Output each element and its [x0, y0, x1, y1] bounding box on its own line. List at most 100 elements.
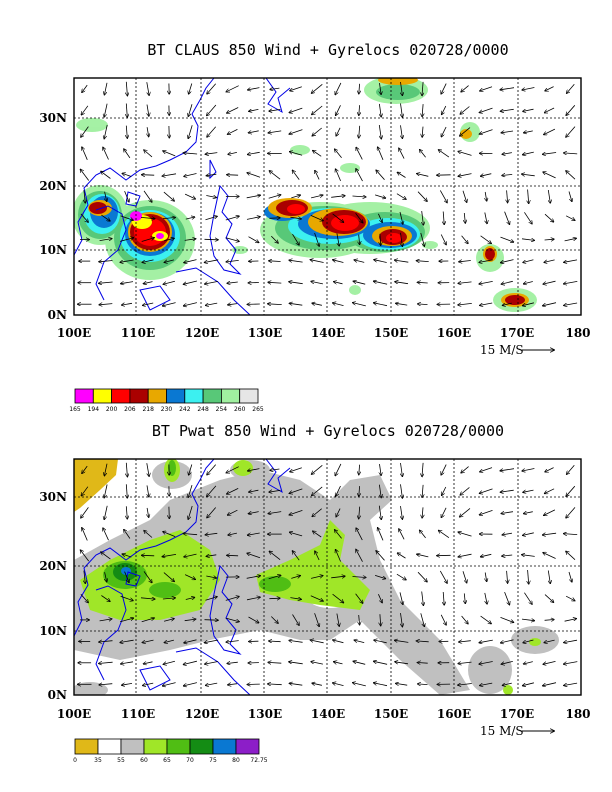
wind-vector: [479, 510, 493, 515]
wind-vector: [124, 190, 129, 202]
wind-vector: [464, 593, 465, 603]
wind-vector: [565, 215, 575, 221]
p1-ylabel-0: 0N: [48, 308, 67, 322]
wind-vector: [228, 152, 237, 154]
colorbar-swatch: [184, 388, 204, 404]
p1-xlabel-160: 160E: [437, 326, 471, 340]
wind-vector: [271, 616, 278, 624]
wind-vector: [207, 464, 217, 475]
wind-vector: [207, 507, 217, 518]
wind-vector: [544, 259, 555, 263]
p2-xlabel-120: 120E: [185, 707, 219, 721]
wind-vector: [81, 105, 89, 115]
wind-vector: [459, 261, 471, 262]
colorbar-label: 80: [232, 757, 240, 764]
wind-vector: [524, 512, 533, 514]
wind-vector: [82, 84, 88, 92]
colorbar-label: 0: [73, 757, 77, 764]
wind-vector: [184, 619, 196, 621]
colorbar-label: 265: [252, 406, 264, 413]
wind-vector: [441, 464, 447, 475]
wind-vector: [439, 530, 450, 539]
panel1-wind-vectors: [78, 81, 578, 306]
wind-vector: [523, 532, 534, 536]
wind-vector: [290, 217, 301, 219]
wind-vector: [479, 661, 493, 665]
p2-ref-label: 15 M/S: [480, 724, 524, 738]
wind-vector: [504, 211, 510, 225]
wind-vector: [464, 212, 465, 223]
wind-vector: [188, 125, 193, 138]
wind-vector: [269, 641, 281, 642]
wind-vector: [204, 639, 219, 643]
wind-vector: [545, 467, 554, 472]
wind-vector: [184, 302, 197, 306]
panel1-vector-reference: 15 M/S: [480, 343, 554, 357]
wind-vector: [401, 462, 403, 477]
wind-vector: [356, 169, 363, 182]
wind-vector: [522, 555, 535, 557]
wind-vector: [227, 107, 239, 114]
wind-vector: [441, 507, 447, 518]
wind-vector: [401, 81, 403, 96]
wind-vector: [545, 488, 555, 494]
wind-vector: [183, 280, 197, 284]
p2-ylabel-10: 10N: [39, 624, 67, 638]
wind-vector: [565, 595, 575, 601]
wind-vector: [269, 490, 281, 492]
wind-vector: [566, 126, 576, 138]
wind-vector: [124, 571, 129, 583]
wind-vector: [101, 171, 111, 179]
wind-vector: [289, 260, 303, 262]
wind-vector: [543, 533, 557, 535]
wind-vector: [485, 191, 487, 201]
wind-vector: [500, 236, 514, 242]
wind-vector: [522, 468, 535, 472]
wind-vector: [146, 463, 149, 476]
wind-vector: [228, 129, 238, 134]
wind-vector: [183, 660, 197, 664]
wind-vector: [80, 169, 90, 181]
wind-vector: [564, 682, 578, 685]
wind-vector: [248, 512, 259, 514]
wind-vector: [312, 508, 322, 517]
colorbar-label: 65: [163, 757, 171, 764]
wind-vector: [184, 639, 197, 643]
wind-vector: [543, 280, 556, 284]
wind-vector: [418, 684, 428, 685]
wind-vector: [566, 507, 576, 518]
wind-vector: [246, 576, 261, 579]
wind-vector: [312, 303, 322, 305]
wind-vector: [207, 83, 217, 94]
wind-vector: [522, 87, 535, 91]
wind-vector: [352, 577, 366, 578]
wind-vector: [120, 215, 134, 220]
colorbar-label: 206: [124, 406, 136, 413]
wind-vector: [207, 126, 217, 137]
p2-xlabel-150: 150E: [374, 707, 408, 721]
wind-vector: [147, 104, 149, 117]
wind-vector: [141, 238, 155, 242]
p2-ylabel-30: 30N: [39, 490, 67, 504]
wind-vector: [401, 232, 403, 247]
wind-vector: [460, 508, 471, 517]
wind-vector: [99, 304, 113, 305]
p2-ylabel-0: 0N: [48, 688, 67, 702]
wind-vector: [99, 641, 113, 642]
wind-vector: [521, 239, 534, 241]
wind-vector: [226, 466, 239, 473]
wind-vector: [354, 260, 365, 263]
wind-vector: [140, 217, 155, 218]
wind-vector: [147, 507, 149, 517]
wind-vector: [524, 212, 532, 224]
wind-vector: [439, 570, 447, 583]
colorbar-label: 200: [106, 406, 118, 413]
wind-vector: [441, 126, 447, 137]
wind-vector: [310, 215, 323, 220]
wind-vector: [356, 147, 363, 160]
wind-vector: [225, 597, 239, 601]
wind-vector: [249, 490, 259, 492]
wind-vector: [378, 147, 384, 160]
wind-vector: [380, 464, 382, 475]
wind-vector: [269, 261, 281, 262]
